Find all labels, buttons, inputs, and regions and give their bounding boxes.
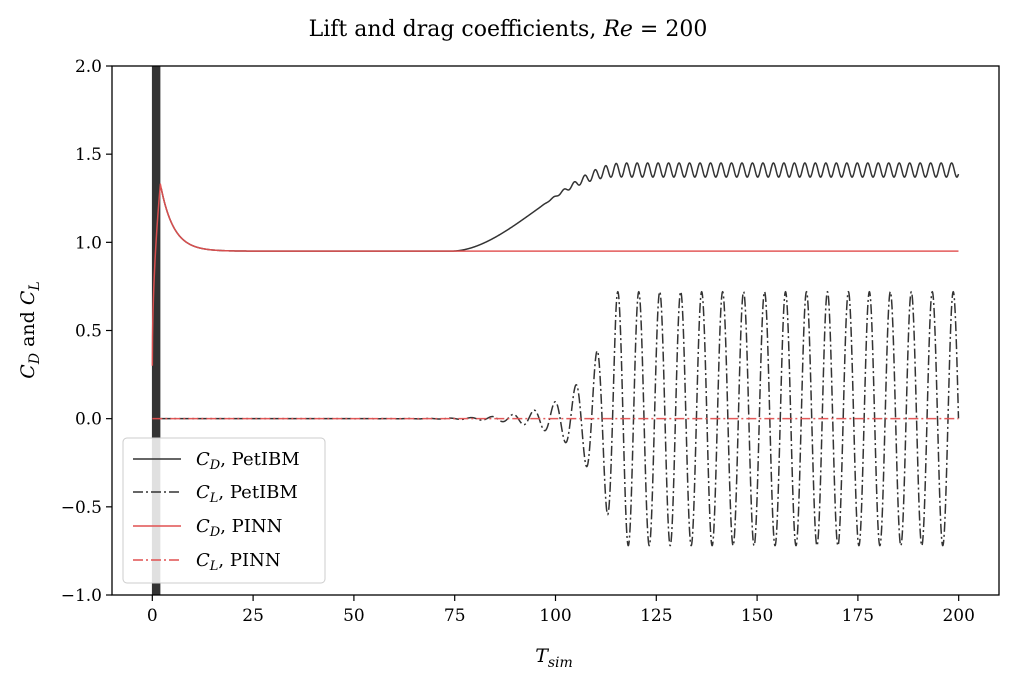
y-tick-label: 0.5 [75,322,102,342]
legend-label-cl-pinn: CL, PINN [196,550,281,574]
x-axis: 0 25 50 75 100 125 150 175 200 [147,595,975,626]
x-tick-label: 125 [640,606,672,626]
y-tick-label: 1.5 [75,145,102,165]
y-tick-label: −0.5 [61,498,102,518]
y-axis: −1.0 −0.5 0.0 0.5 1.0 1.5 2.0 [61,57,112,606]
x-tick-label: 100 [539,606,571,626]
chart-title: Lift and drag coefficients, Re = 200 [309,17,708,42]
legend-entry-cd-petibm: CD, PetIBM [133,449,300,473]
series-line-cd-petibm [160,162,960,252]
series-line-cd-pinn [151,183,960,366]
legend: CD, PetIBM CL, PetIBM CD, PINN CL, PINN [122,437,326,584]
y-axis-label: CD and CL [17,281,43,378]
transient-oscillation-band [151,66,161,595]
x-tick-label: 25 [242,606,264,626]
x-tick-label: 200 [942,606,974,626]
legend-entry-cd-pinn: CD, PINN [133,516,282,540]
legend-label-cl-petibm: CL, PetIBM [196,482,298,506]
plot-area [111,65,1000,596]
x-tick-label: 50 [343,606,365,626]
x-tick-label: 150 [741,606,773,626]
y-tick-label: −1.0 [61,586,102,606]
legend-label-cd-pinn: CD, PINN [196,516,282,540]
legend-frame [122,437,326,584]
series-line-cl-petibm [160,290,960,547]
x-tick-label: 75 [444,606,466,626]
x-tick-label: 175 [842,606,874,626]
legend-entry-cl-petibm: CL, PetIBM [133,482,298,506]
legend-label-cd-petibm: CD, PetIBM [196,449,300,473]
y-tick-label: 1.0 [75,233,102,253]
series-layer [151,66,960,595]
y-tick-label: 0.0 [75,410,102,430]
x-tick-label: 0 [147,606,158,626]
x-axis-label: Tsim [535,645,573,671]
y-tick-label: 2.0 [75,57,102,77]
legend-entry-cl-pinn: CL, PINN [133,550,281,574]
